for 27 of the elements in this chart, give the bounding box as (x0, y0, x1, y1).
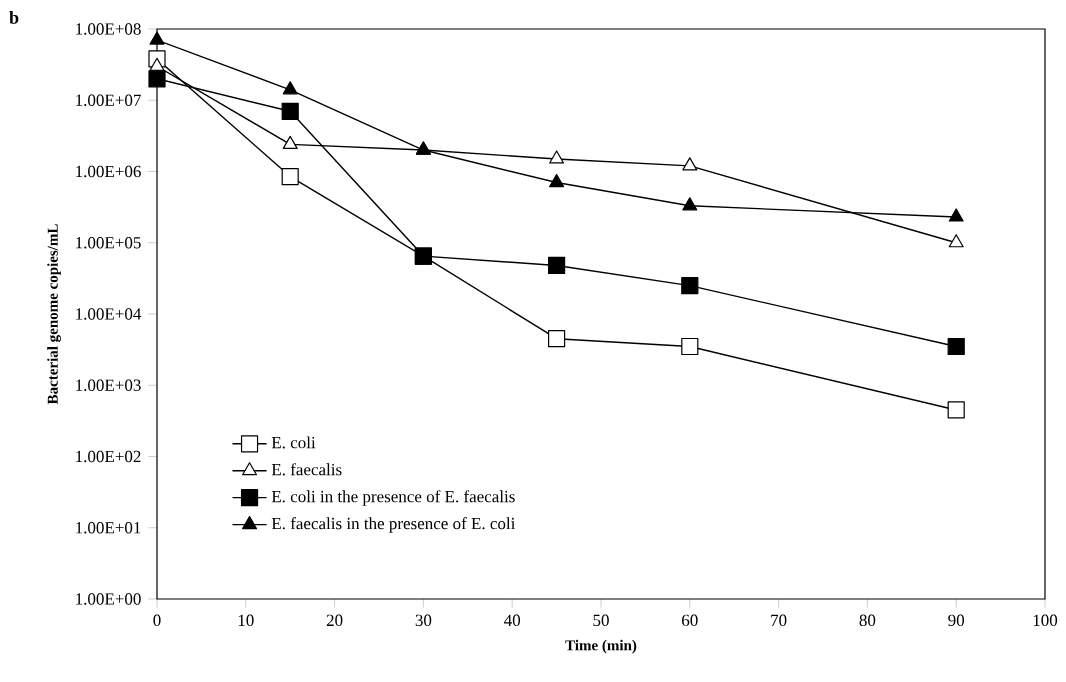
y-tick-label: 1.00E+03 (76, 379, 141, 392)
y-tick-label: 1.00E+01 (76, 521, 141, 534)
x-tick-label: 30 (415, 614, 432, 627)
y-tick-label: 1.00E+02 (76, 450, 141, 463)
x-tick-label: 10 (238, 614, 254, 627)
x-tick-label: 90 (948, 614, 965, 627)
legend-label: E. coli (271, 436, 316, 449)
y-tick-label: 1.00E+04 (76, 308, 142, 320)
y-tick-label: 1.00E+07 (76, 94, 141, 107)
y-tick-label: 1.00E+00 (76, 593, 141, 605)
legend-label: E. faecalis (271, 463, 342, 476)
x-tick-label: 20 (326, 614, 343, 627)
text: b (9, 11, 19, 24)
y-axis-title: Bacterial genome copies/mL (47, 224, 61, 405)
x-tick-label: 0 (153, 614, 161, 627)
x-tick-label: 60 (682, 614, 698, 627)
y-tick-label: 1.00E+05 (76, 236, 141, 249)
x-axis-title: Time (min) (565, 639, 637, 654)
y-tick-label: 1.00E+06 (76, 165, 141, 178)
legend-label: E. faecalis in the presence of E. coli (271, 517, 516, 533)
legend-label: E. coli in the presence of E. faecalis (271, 490, 515, 506)
x-tick-label: 50 (593, 614, 609, 627)
x-tick-label: 40 (504, 614, 521, 627)
x-tick-label: 70 (771, 614, 787, 627)
y-tick-label: 1.00E+08 (76, 23, 141, 35)
x-tick-label: 100 (1033, 614, 1058, 627)
x-tick-label: 80 (859, 614, 876, 627)
